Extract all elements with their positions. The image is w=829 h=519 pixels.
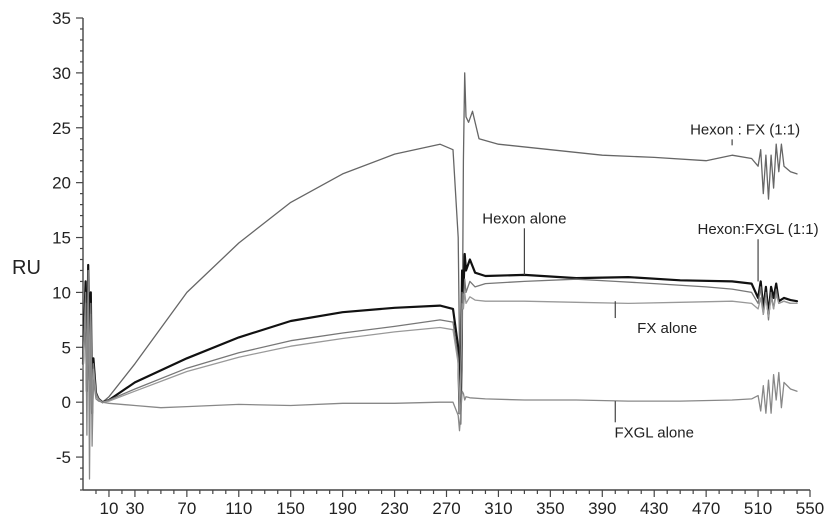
y-tick-label: -5 xyxy=(56,448,71,467)
y-tick-label: 15 xyxy=(52,229,71,248)
y-tick-label: 35 xyxy=(52,9,71,28)
x-tick-label: 510 xyxy=(744,499,772,518)
x-tick-label: 270 xyxy=(432,499,460,518)
annotation-layer: Hexon : FX (1:1) Hexon alone Hexon:FXGL (1… xyxy=(482,121,818,441)
y-tick-label: 30 xyxy=(52,64,71,83)
x-tick-label: 430 xyxy=(640,499,668,518)
annotation-label: FXGL alone xyxy=(614,424,694,441)
y-tick-label: 0 xyxy=(62,393,71,412)
y-tick-label: 25 xyxy=(52,119,71,138)
annotation-label: Hexon : FX (1:1) xyxy=(690,121,800,138)
x-tick-label: 70 xyxy=(177,499,196,518)
series-line-5 xyxy=(82,269,798,480)
x-tick-label: 190 xyxy=(328,499,356,518)
x-tick-label: 350 xyxy=(536,499,564,518)
x-tick-label: 10 xyxy=(100,499,119,518)
x-tick-label: 230 xyxy=(380,499,408,518)
series-line-4 xyxy=(82,291,798,414)
y-tick-label: 10 xyxy=(52,283,71,302)
y-axis-label: RU xyxy=(12,257,41,279)
annotation-label: Hexon:FXGL (1:1) xyxy=(697,221,818,238)
x-tick-label: 310 xyxy=(484,499,512,518)
x-tick-label: 470 xyxy=(692,499,720,518)
x-tick-label: 30 xyxy=(125,499,144,518)
x-tick-label: 110 xyxy=(225,499,252,518)
x-tick-label: 550 xyxy=(796,499,824,518)
y-tick-label: 20 xyxy=(52,174,71,193)
x-tick-label: 390 xyxy=(588,499,616,518)
y-tick-label: 5 xyxy=(62,338,71,357)
annotation-label: Hexon alone xyxy=(482,210,566,227)
series-layer xyxy=(81,72,799,480)
series-line-3 xyxy=(82,278,798,414)
x-tick-label: 150 xyxy=(277,499,305,518)
annotation-label: FX alone xyxy=(637,320,697,337)
